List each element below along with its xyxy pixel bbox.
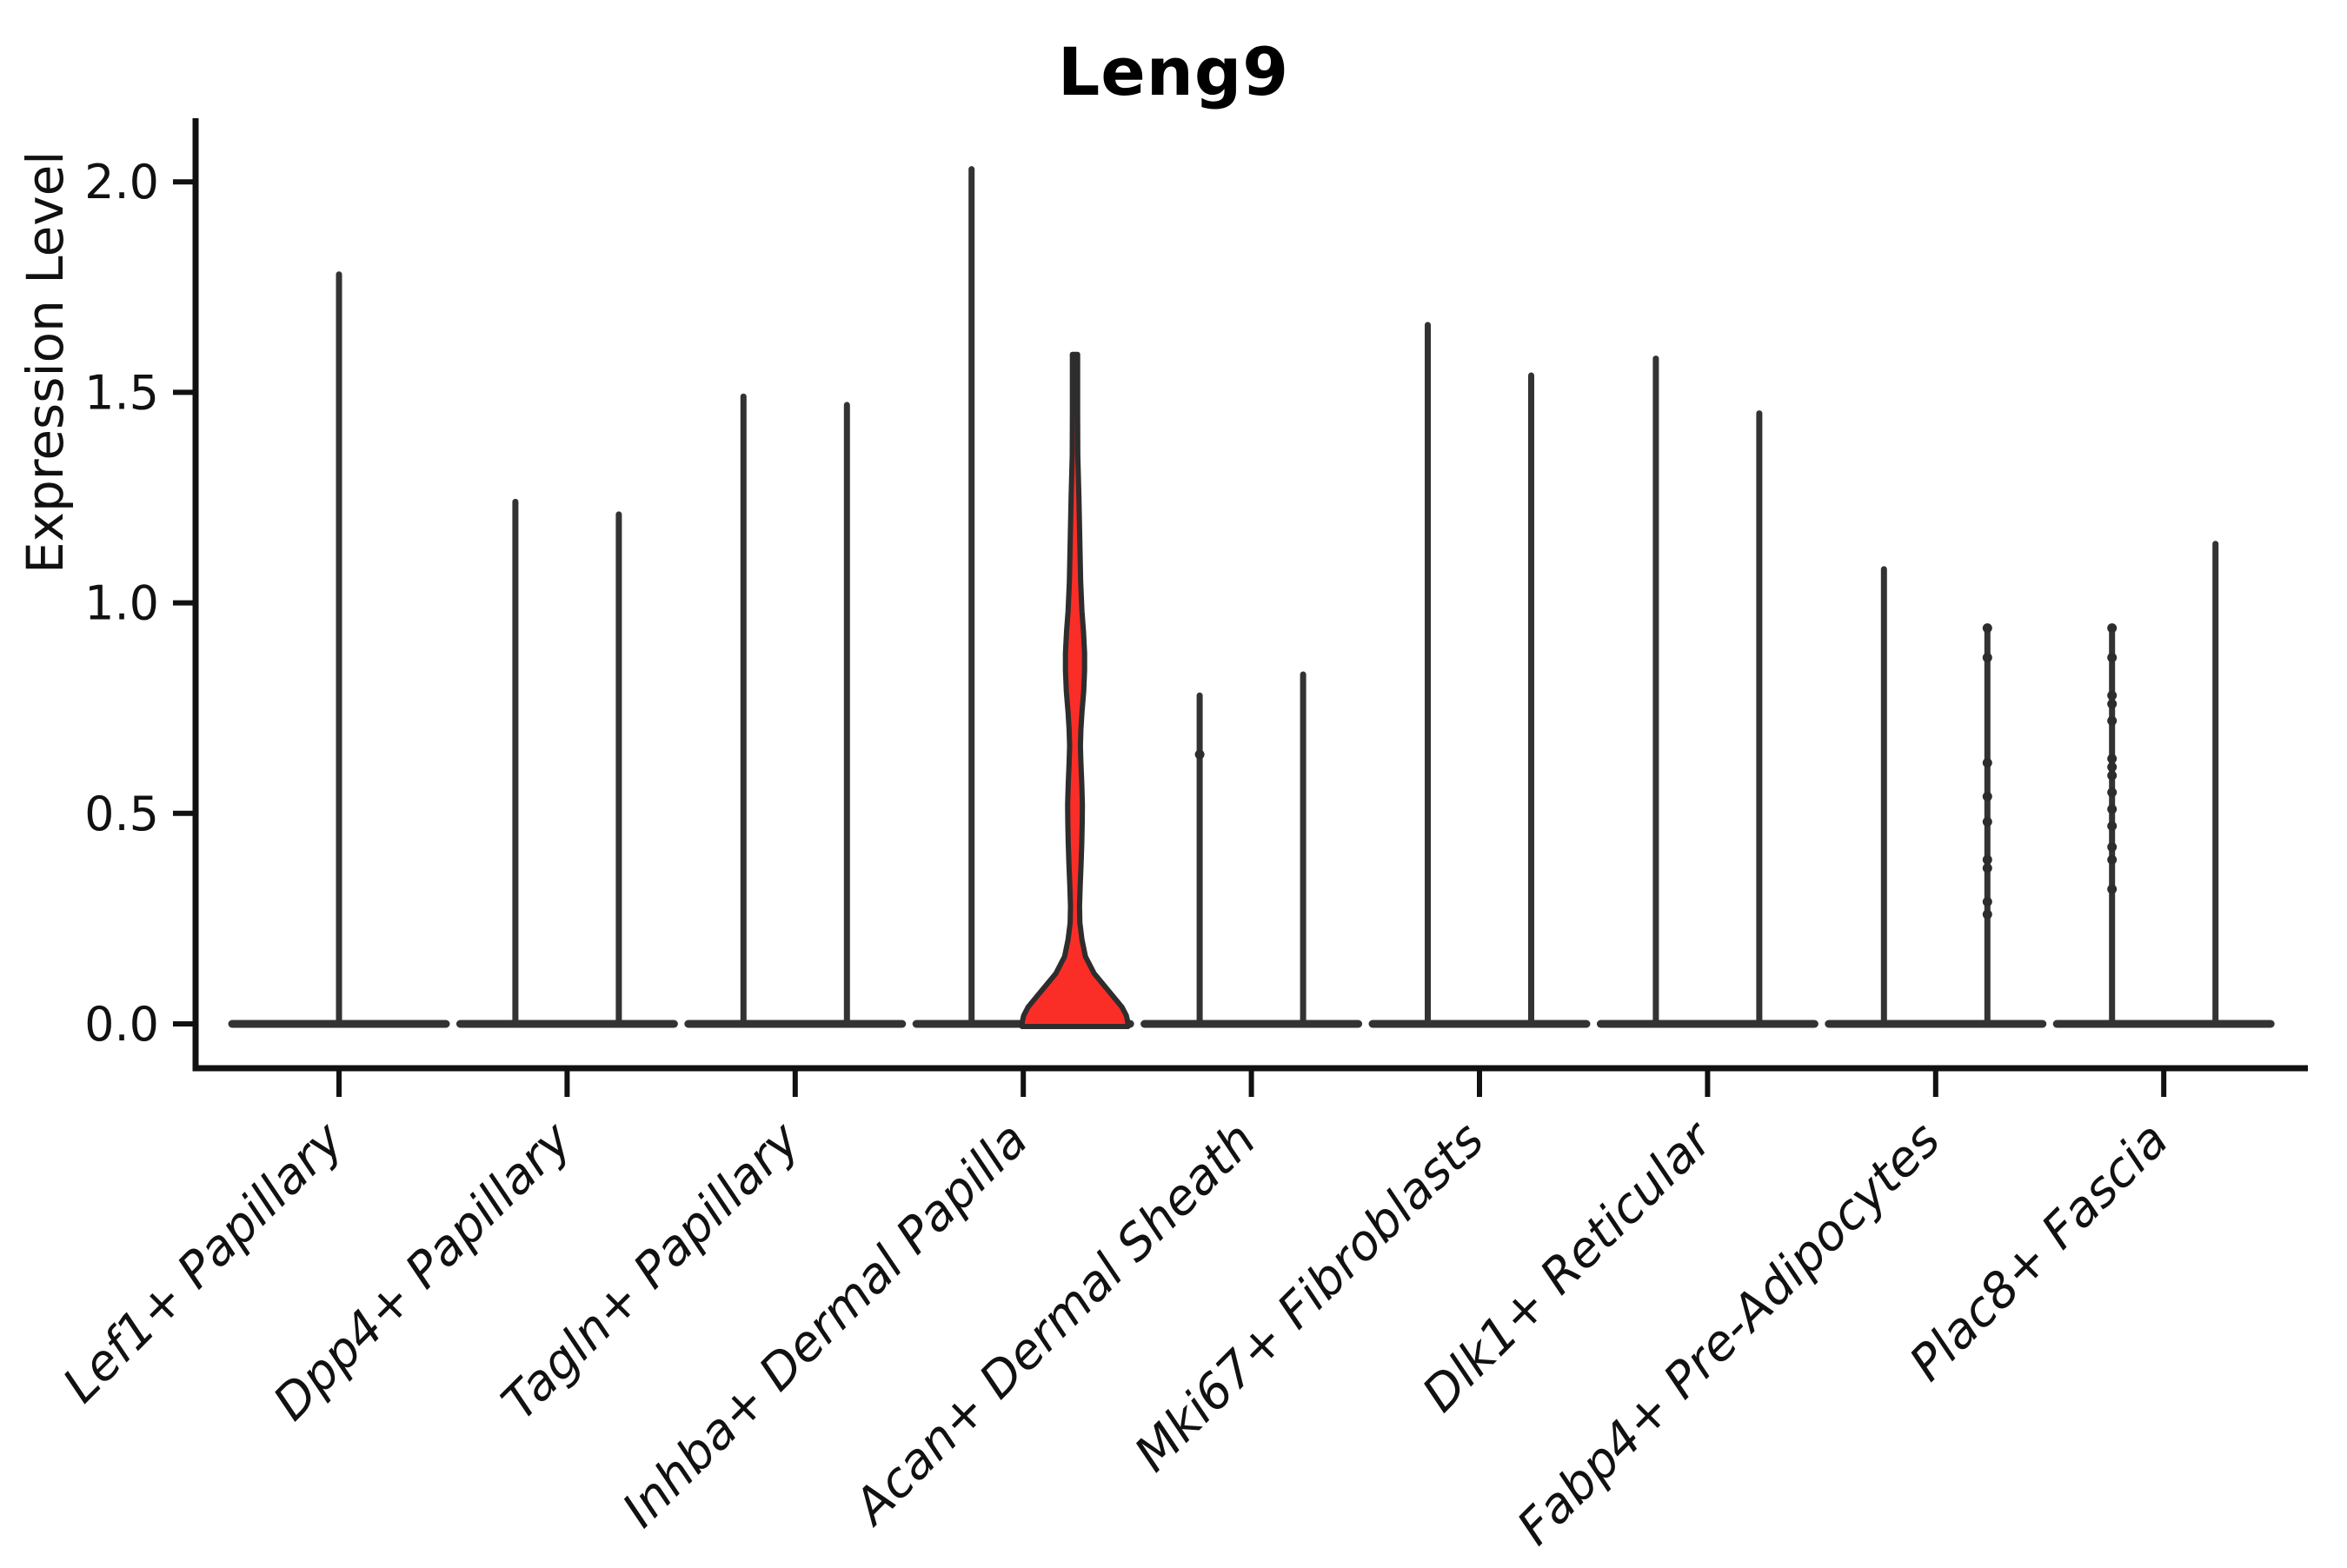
jitter-point <box>2107 787 2118 798</box>
y-tick-label: 0.0 <box>84 997 159 1052</box>
jitter-point <box>2107 804 2118 814</box>
x-tick-label: Acan+ Dermal Sheath <box>841 1112 1267 1537</box>
jitter-point <box>1982 791 1992 801</box>
y-tick-label: 1.0 <box>84 576 159 631</box>
jitter-point <box>2107 653 2118 663</box>
jitter-point <box>2107 762 2118 773</box>
jitter-point <box>2107 821 2118 831</box>
jitter-point <box>2107 754 2118 764</box>
jitter-point <box>2107 884 2118 894</box>
jitter-point <box>1982 854 1992 865</box>
jitter-point <box>1982 897 1992 907</box>
jitter-point <box>2107 854 2118 865</box>
jitter-point <box>1982 653 1992 663</box>
jitter-point <box>1982 909 1992 920</box>
jitter-point <box>2107 623 2118 634</box>
jitter-point <box>1982 863 1992 874</box>
chart-title: Leng9 <box>1057 33 1290 110</box>
x-tick-label: Fabp4+ Pre-Adipocytes <box>1506 1112 1951 1556</box>
x-tick-label: Inhba+ Dermal Papilla <box>612 1112 1039 1538</box>
jitter-point <box>1194 749 1205 760</box>
highlighted-violin <box>1019 351 1131 1029</box>
jitter-point <box>2107 715 2118 726</box>
y-tick-label: 0.5 <box>84 787 159 841</box>
y-tick-label: 2.0 <box>84 155 159 209</box>
jitter-point <box>2107 842 2118 853</box>
jitter-point <box>2107 770 2118 781</box>
y-tick-label: 1.5 <box>84 365 159 420</box>
jitter-point <box>1982 758 1992 768</box>
jitter-point <box>2107 690 2118 701</box>
jitter-point <box>2107 699 2118 709</box>
jitter-point <box>1982 623 1992 634</box>
jitter-point <box>1982 816 1992 827</box>
